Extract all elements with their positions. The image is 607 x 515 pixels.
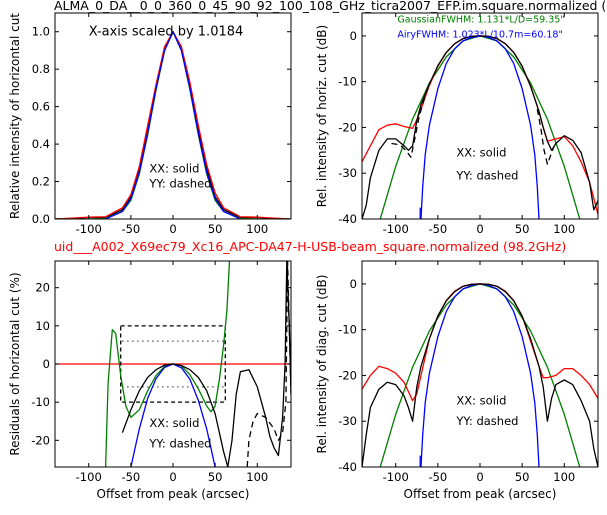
series-line-2 (55, 31, 291, 219)
x-tick-label: -100 (76, 470, 102, 484)
y-tick-label: 0 (43, 357, 50, 371)
series-line-6 (121, 261, 291, 467)
annotation-0: GaussianFWHM: 1.131*L/D=59.35" (397, 14, 564, 25)
x-tick-label: 0 (476, 222, 483, 236)
x-tick-label: 50 (208, 222, 223, 236)
panel-top-left: -100 -50 0 50 100 0.0 0.2 0.4 0.6 0.8 1.0 Relative … (8, 12, 292, 236)
annotation-0: X-axis scaled by 1.0184 (89, 25, 244, 40)
series-line-1 (420, 283, 540, 467)
annotation-0: XX: solid (149, 416, 199, 430)
x-tick-label: 50 (515, 222, 530, 236)
x-tick-label: -100 (383, 222, 409, 236)
annotation-1: XX: solid (149, 161, 199, 175)
panel-bottom-right: -100 -50 0 50 100 0 -10 -20 -30 -40 Rel. intensity… (315, 260, 599, 501)
x-tick-label: -100 (383, 470, 409, 484)
axes-frame (361, 12, 599, 220)
annotation-1: YY: dashed (148, 436, 211, 450)
figure-title-top: ALMA_0_DA__0_0_360_0_45_90_92_100_108_GH… (54, 0, 606, 13)
y-tick-label: -40 (338, 460, 357, 474)
series-line-1 (55, 31, 291, 219)
y-tick-label: 0.4 (32, 137, 50, 151)
annotation-1: YY: dashed (455, 414, 518, 428)
y-tick-label: 20 (35, 281, 50, 295)
y-tick-label: 0.0 (32, 212, 50, 226)
x-axis-label: Offset from peak (arcsec) (404, 487, 557, 501)
y-tick-label: 0 (350, 29, 357, 43)
x-axis-label: Offset from peak (arcsec) (97, 487, 250, 501)
x-tick-label: 0 (476, 470, 483, 484)
annotation-1: AiryFWHM: 1.023*L/10.7m=60.18" (397, 30, 562, 41)
y-tick-label: 0.2 (32, 175, 50, 189)
x-tick-label: -50 (121, 470, 140, 484)
x-tick-label: 100 (553, 470, 575, 484)
y-tick-label: -30 (338, 166, 357, 180)
panel-top-right: -100 -50 0 50 100 0 -10 -20 -30 -40 Rel. intensity… (315, 12, 599, 236)
y-axis-label: Relative intensity of horizontal cut (8, 13, 22, 219)
y-tick-label: -30 (338, 414, 357, 428)
x-tick-label: 100 (246, 470, 268, 484)
x-tick-label: 100 (553, 222, 575, 236)
y-tick-label: 0.8 (32, 62, 50, 76)
y-axis-label: Rel. intensity of diag. cut (dB) (315, 275, 329, 454)
y-axis-label: Rel. intensity of horiz. cut (dB) (315, 25, 329, 207)
series-line-4 (391, 95, 426, 158)
x-tick-label: 100 (246, 222, 268, 236)
y-tick-label: -10 (338, 323, 357, 337)
axes-frame (361, 260, 599, 468)
figure-title-mid: uid___A002_X69ec79_Xc16_APC-DA47-H-USB-b… (54, 239, 566, 254)
series-line-0 (55, 31, 291, 219)
y-tick-label: 0 (350, 277, 357, 291)
y-tick-label: -40 (338, 212, 357, 226)
y-tick-label: 10 (35, 319, 50, 333)
series-line-5 (130, 363, 216, 467)
annotation-2: YY: dashed (148, 176, 211, 190)
series-line-3 (362, 35, 598, 219)
x-tick-label: 0 (169, 470, 176, 484)
series-line-2 (362, 35, 598, 215)
series-line-4-part-1 (536, 108, 555, 165)
x-tick-label: 50 (515, 470, 530, 484)
y-tick-label: -20 (31, 433, 50, 447)
y-tick-label: -20 (338, 368, 357, 382)
x-tick-label: -50 (121, 222, 140, 236)
x-tick-label: 0 (169, 222, 176, 236)
y-tick-label: -10 (31, 395, 50, 409)
y-tick-label: 0.6 (32, 100, 50, 114)
series-line-2 (362, 283, 598, 402)
y-tick-label: 1.0 (32, 25, 50, 39)
series-line-3 (105, 31, 241, 219)
x-tick-label: 50 (208, 470, 223, 484)
series-line-3 (362, 283, 598, 467)
annotation-2: XX: solid (456, 146, 506, 160)
x-tick-label: -50 (428, 222, 447, 236)
y-tick-label: -20 (338, 120, 357, 134)
annotation-0: XX: solid (456, 394, 506, 408)
annotation-3: YY: dashed (455, 169, 518, 183)
x-tick-label: -50 (428, 470, 447, 484)
y-tick-label: -10 (338, 75, 357, 89)
y-axis-label: Residuals of horizontal cut (%) (8, 272, 22, 455)
x-tick-label: -100 (76, 222, 102, 236)
